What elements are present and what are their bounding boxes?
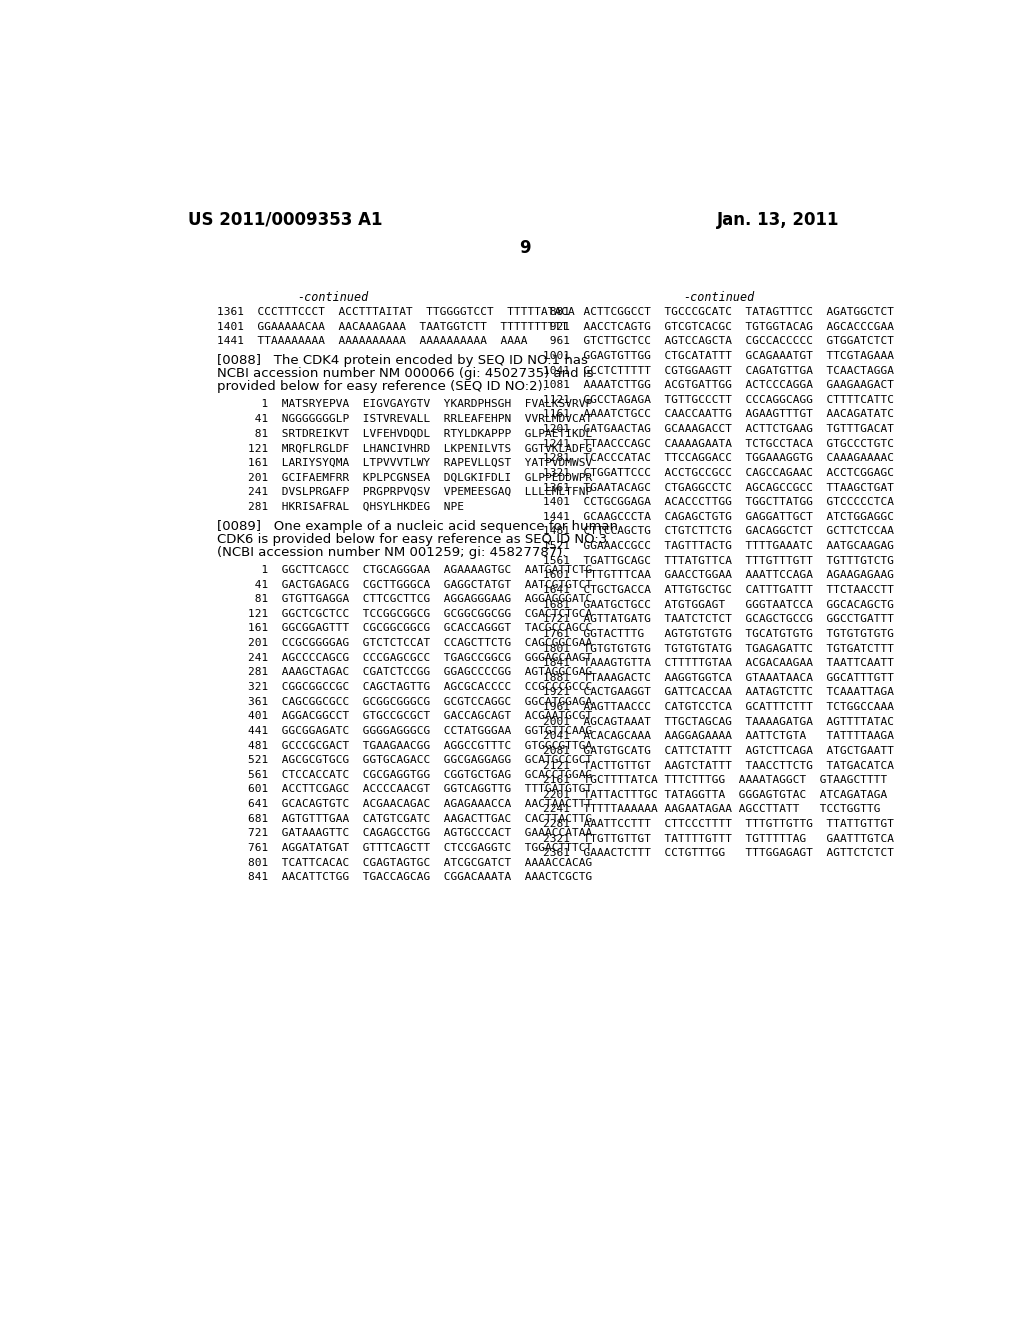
Text: 1681  GAATGCTGCC  ATGTGGAGT   GGGTAATCCA  GGCACAGCTG: 1681 GAATGCTGCC ATGTGGAGT GGGTAATCCA GGC… bbox=[543, 599, 894, 610]
Text: 1441  TTAAAAAAAA  AAAAAAAAAA  AAAAAAAAAA  AAAA: 1441 TTAAAAAAAA AAAAAAAAAA AAAAAAAAAA AA… bbox=[217, 337, 527, 346]
Text: 1121  GGCCTAGAGA  TGTTGCCCTT  CCCAGGCAGG  CTTTTCATTC: 1121 GGCCTAGAGA TGTTGCCCTT CCCAGGCAGG CT… bbox=[543, 395, 894, 405]
Text: 1201  GATGAACTAG  GCAAAGACCT  ACTTCTGAAG  TGTTTGACAT: 1201 GATGAACTAG GCAAAGACCT ACTTCTGAAG TG… bbox=[543, 424, 894, 434]
Text: 1481  CTTCCAGCTG  CTGTCTTCTG  GACAGGCTCT  GCTTCTCCAA: 1481 CTTCCAGCTG CTGTCTTCTG GACAGGCTCT GC… bbox=[543, 527, 894, 536]
Text: CDK6 is provided below for easy reference as SEQ ID NO:3: CDK6 is provided below for easy referenc… bbox=[217, 533, 607, 545]
Text: 641  GCACAGTGTC  ACGAACAGAC  AGAGAAACCA  AACTAACTTT: 641 GCACAGTGTC ACGAACAGAC AGAGAAACCA AAC… bbox=[248, 799, 592, 809]
Text: -continued: -continued bbox=[683, 290, 754, 304]
Text: 801  TCATTCACAC  CGAGTAGTGC  ATCGCGATCT  AAAACCACAG: 801 TCATTCACAC CGAGTAGTGC ATCGCGATCT AAA… bbox=[248, 858, 592, 867]
Text: 2241  TTTTTAAAAAA AAGAATAGAA AGCCTTATT   TCCTGGTTG: 2241 TTTTTAAAAAA AAGAATAGAA AGCCTTATT TC… bbox=[543, 804, 880, 814]
Text: 1721  AGTTATGATG  TAATCTCTCT  GCAGCTGCCG  GGCCTGATTT: 1721 AGTTATGATG TAATCTCTCT GCAGCTGCCG GG… bbox=[543, 614, 894, 624]
Text: 681  AGTGTTTGAA  CATGTCGATC  AAGACTTGAC  CACTTACTTG: 681 AGTGTTTGAA CATGTCGATC AAGACTTGAC CAC… bbox=[248, 813, 592, 824]
Text: 1241  TTAACCCAGC  CAAAAGAATA  TCTGCCTACA  GTGCCCTGTC: 1241 TTAACCCAGC CAAAAGAATA TCTGCCTACA GT… bbox=[543, 438, 894, 449]
Text: 81  GTGTTGAGGA  CTTCGCTTCG  AGGAGGGAAG  AGGAGGGATC: 81 GTGTTGAGGA CTTCGCTTCG AGGAGGGAAG AGGA… bbox=[248, 594, 592, 605]
Text: 1001  GGAGTGTTGG  CTGCATATTT  GCAGAAATGT  TTCGTAGAAA: 1001 GGAGTGTTGG CTGCATATTT GCAGAAATGT TT… bbox=[543, 351, 894, 360]
Text: 1  MATSRYEPVA  EIGVGAYGTV  YKARDPHSGH  FVALKSVRVP: 1 MATSRYEPVA EIGVGAYGTV YKARDPHSGH FVALK… bbox=[248, 400, 592, 409]
Text: 81  SRTDREIKVT  LVFEHVDQDL  RTYLDKAPPP  GLPAETIKDL: 81 SRTDREIKVT LVFEHVDQDL RTYLDKAPPP GLPA… bbox=[248, 429, 592, 438]
Text: 1401  GGAAAAACAA  AACAAAGAAA  TAATGGTCTT  TTTTTTTTTT: 1401 GGAAAAACAA AACAAAGAAA TAATGGTCTT TT… bbox=[217, 322, 568, 331]
Text: 1441  GCAAGCCCTA  CAGAGCTGTG  GAGGATTGCT  ATCTGGAGGC: 1441 GCAAGCCCTA CAGAGCTGTG GAGGATTGCT AT… bbox=[543, 512, 894, 521]
Text: (NCBI accession number NM 001259; gi: 45827787).: (NCBI accession number NM 001259; gi: 45… bbox=[217, 545, 566, 558]
Text: 281  AAAGCTAGAC  CGATCTCCGG  GGAGCCCCGG  AGTAGGCGAG: 281 AAAGCTAGAC CGATCTCCGG GGAGCCCCGG AGT… bbox=[248, 668, 592, 677]
Text: Jan. 13, 2011: Jan. 13, 2011 bbox=[717, 211, 840, 228]
Text: 561  CTCCACCATC  CGCGAGGTGG  CGGTGCTGAG  GCACCTGGAG: 561 CTCCACCATC CGCGAGGTGG CGGTGCTGAG GCA… bbox=[248, 770, 592, 780]
Text: 1521  GGAAACCGCC  TAGTTTACTG  TTTTGAAATC  AATGCAAGAG: 1521 GGAAACCGCC TAGTTTACTG TTTTGAAATC AA… bbox=[543, 541, 894, 550]
Text: 281  HKRISAFRAL  QHSYLHKDEG  NPE: 281 HKRISAFRAL QHSYLHKDEG NPE bbox=[248, 502, 464, 512]
Text: 2081  GATGTGCATG  CATTCTATTT  AGTCTTCAGA  ATGCTGAATT: 2081 GATGTGCATG CATTCTATTT AGTCTTCAGA AT… bbox=[543, 746, 894, 756]
Text: NCBI accession number NM 000066 (gi: 4502735) and is: NCBI accession number NM 000066 (gi: 450… bbox=[217, 367, 594, 380]
Text: 41  NGGGGGGGLP  ISTVREVALL  RRLEAFEHPN  VVRLMDVCAT: 41 NGGGGGGGLP ISTVREVALL RRLEAFEHPN VVRL… bbox=[248, 414, 592, 424]
Text: 961  GTCTTGCTCC  AGTCCAGCTA  CGCCACCCCC  GTGGATCTCT: 961 GTCTTGCTCC AGTCCAGCTA CGCCACCCCC GTG… bbox=[543, 337, 894, 346]
Text: provided below for easy reference (SEQ ID NO:2).: provided below for easy reference (SEQ I… bbox=[217, 380, 547, 393]
Text: 9: 9 bbox=[519, 239, 530, 257]
Text: 761  AGGATATGAT  GTTTCAGCTT  CTCCGAGGTC  TGGACTTTCT: 761 AGGATATGAT GTTTCAGCTT CTCCGAGGTC TGG… bbox=[248, 843, 592, 853]
Text: 201  GCIFAEMFRR  KPLPCGNSEA  DQLGKIFDLI  GLPPEDDWPR: 201 GCIFAEMFRR KPLPCGNSEA DQLGKIFDLI GLP… bbox=[248, 473, 592, 483]
Text: 881  ACTTCGGCCT  TGCCCGCATC  TATAGTTTCC  AGATGGCTCT: 881 ACTTCGGCCT TGCCCGCATC TATAGTTTCC AGA… bbox=[543, 308, 894, 317]
Text: 1641  CTGCTGACCA  ATTGTGCTGC  CATTTGATTT  TTCTAACCTT: 1641 CTGCTGACCA ATTGTGCTGC CATTTGATTT TT… bbox=[543, 585, 894, 595]
Text: 1361  CCCTTTCCCT  ACCTTTAITAT  TTGGGGTCCT  TTTTTATACA: 1361 CCCTTTCCCT ACCTTTAITAT TTGGGGTCCT T… bbox=[217, 308, 574, 317]
Text: 401  AGGACGGCCT  GTGCCGCGCT  GACCAGCAGT  ACGAATGCGT: 401 AGGACGGCCT GTGCCGCGCT GACCAGCAGT ACG… bbox=[248, 711, 592, 721]
Text: 721  GATAAAGTTC  CAGAGCCTGG  AGTGCCCACT  GAAACCATAA: 721 GATAAAGTTC CAGAGCCTGG AGTGCCCACT GAA… bbox=[248, 829, 592, 838]
Text: -continued: -continued bbox=[298, 290, 369, 304]
Text: 441  GGCGGAGATC  GGGGAGGGCG  CCTATGGGAA  GGTGTTCAAG: 441 GGCGGAGATC GGGGAGGGCG CCTATGGGAA GGT… bbox=[248, 726, 592, 735]
Text: 2361  GAAACTCTTT  CCTGTTTGG   TTTGGAGAGT  AGTTCTCTCT: 2361 GAAACTCTTT CCTGTTTGG TTTGGAGAGT AGT… bbox=[543, 849, 894, 858]
Text: 601  ACCTTCGAGC  ACCCCAACGT  GGTCAGGTTG  TTTGATGTGT: 601 ACCTTCGAGC ACCCCAACGT GGTCAGGTTG TTT… bbox=[248, 784, 592, 795]
Text: 121  GGCTCGCTCC  TCCGGCGGCG  GCGGCGGCGG  CGACTCTGCA: 121 GGCTCGCTCC TCCGGCGGCG GCGGCGGCGG CGA… bbox=[248, 609, 592, 619]
Text: 121  MRQFLRGLDF  LHANCIVHRD  LKPENILVTS  GGTVKLADFG: 121 MRQFLRGLDF LHANCIVHRD LKPENILVTS GGT… bbox=[248, 444, 592, 453]
Text: [0089]   One example of a nucleic acid sequence for human: [0089] One example of a nucleic acid seq… bbox=[217, 520, 618, 532]
Text: 2041  ACACAGCAAA  AAGGAGAAAA  AATTCTGTA   TATTTTAAGA: 2041 ACACAGCAAA AAGGAGAAAA AATTCTGTA TAT… bbox=[543, 731, 894, 742]
Text: 1761  GGTACTTTG   AGTGTGTGTG  TGCATGTGTG  TGTGTGTGTG: 1761 GGTACTTTG AGTGTGTGTG TGCATGTGTG TGT… bbox=[543, 628, 894, 639]
Text: 841  AACATTCTGG  TGACCAGCAG  CGGACAAATA  AAACTCGCTG: 841 AACATTCTGG TGACCAGCAG CGGACAAATA AAA… bbox=[248, 873, 592, 882]
Text: 1881  TTAAAGACTC  AAGGTGGTCA  GTAAATAACA  GGCATTTGTT: 1881 TTAAAGACTC AAGGTGGTCA GTAAATAACA GG… bbox=[543, 673, 894, 682]
Text: 2001  AGCAGTAAAT  TTGCTAGCAG  TAAAAGATGA  AGTTTTATAC: 2001 AGCAGTAAAT TTGCTAGCAG TAAAAGATGA AG… bbox=[543, 717, 894, 726]
Text: 241  DVSLPRGAFP  PRGPRPVQSV  VPEMEESGAQ  LLLEMLTFNP: 241 DVSLPRGAFP PRGPRPVQSV VPEMEESGAQ LLL… bbox=[248, 487, 592, 498]
Text: 361  CAGCGGCGCC  GCGGCGGGCG  GCGTCCAGGC  GGCATGGAGA: 361 CAGCGGCGCC GCGGCGGGCG GCGTCCAGGC GGC… bbox=[248, 697, 592, 706]
Text: 1081  AAAATCTTGG  ACGTGATTGG  ACTCCCAGGA  GAAGAAGACT: 1081 AAAATCTTGG ACGTGATTGG ACTCCCAGGA GA… bbox=[543, 380, 894, 391]
Text: 1281  TCACCCATAC  TTCCAGGACC  TGGAAAGGTG  CAAAGAAAAC: 1281 TCACCCATAC TTCCAGGACC TGGAAAGGTG CA… bbox=[543, 453, 894, 463]
Text: 321  CGGCGGCCGC  CAGCTAGTTG  AGCGCACCCC  CCGCCCGCCC: 321 CGGCGGCCGC CAGCTAGTTG AGCGCACCCC CCG… bbox=[248, 682, 592, 692]
Text: 2321  TTGTTGTTGT  TATTTTGTTT  TGTTTTTAG   GAATTTGTCA: 2321 TTGTTGTTGT TATTTTGTTT TGTTTTTAG GAA… bbox=[543, 834, 894, 843]
Text: 1601  TTTGTTTCAA  GAACCTGGAA  AAATTCCAGA  AGAAGAGAAG: 1601 TTTGTTTCAA GAACCTGGAA AAATTCCAGA AG… bbox=[543, 570, 894, 581]
Text: 201  CCGCGGGGAG  GTCTCTCCAT  CCAGCTTCTG  CAGCGGCGAA: 201 CCGCGGGGAG GTCTCTCCAT CCAGCTTCTG CAG… bbox=[248, 638, 592, 648]
Text: 2121  TACTTGTTGT  AAGTCTATTT  TAACCTTCTG  TATGACATCA: 2121 TACTTGTTGT AAGTCTATTT TAACCTTCTG TA… bbox=[543, 760, 894, 771]
Text: 481  GCCCGCGACT  TGAAGAACGG  AGGCCGTTTC  GTGGCGTTGA: 481 GCCCGCGACT TGAAGAACGG AGGCCGTTTC GTG… bbox=[248, 741, 592, 751]
Text: US 2011/0009353 A1: US 2011/0009353 A1 bbox=[188, 211, 383, 228]
Text: 161  GGCGGAGTTT  CGCGGCGGCG  GCACCAGGGT  TACGCCAGCC: 161 GGCGGAGTTT CGCGGCGGCG GCACCAGGGT TAC… bbox=[248, 623, 592, 634]
Text: 521  AGCGCGTGCG  GGTGCAGACC  GGCGAGGAGG  GCATGCCGCT: 521 AGCGCGTGCG GGTGCAGACC GGCGAGGAGG GCA… bbox=[248, 755, 592, 766]
Text: 1321  CTGGATTCCC  ACCTGCCGCC  CAGCCAGAAC  ACCTCGGAGC: 1321 CTGGATTCCC ACCTGCCGCC CAGCCAGAAC AC… bbox=[543, 469, 894, 478]
Text: 1841  TAAAGTGTTA  CTTTTTGTAA  ACGACAAGAA  TAATTCAATT: 1841 TAAAGTGTTA CTTTTTGTAA ACGACAAGAA TA… bbox=[543, 659, 894, 668]
Text: 1801  TGTGTGTGTG  TGTGTGTATG  TGAGAGATTC  TGTGATCTTT: 1801 TGTGTGTGTG TGTGTGTATG TGAGAGATTC TG… bbox=[543, 644, 894, 653]
Text: 1  GGCTTCAGCC  CTGCAGGGAA  AGAAAAGTGC  AATGATTCTG: 1 GGCTTCAGCC CTGCAGGGAA AGAAAAGTGC AATGA… bbox=[248, 565, 592, 576]
Text: 161  LARIYSYQMA  LTPVVVTLWY  RAPEVLLQST  YATPVDMWSV: 161 LARIYSYQMA LTPVVVTLWY RAPEVLLQST YAT… bbox=[248, 458, 592, 467]
Text: 921  AACCTCAGTG  GTCGTCACGC  TGTGGTACAG  AGCACCCGAA: 921 AACCTCAGTG GTCGTCACGC TGTGGTACAG AGC… bbox=[543, 322, 894, 331]
Text: 1361  TGAATACAGC  CTGAGGCCTC  AGCAGCCGCC  TTAAGCTGAT: 1361 TGAATACAGC CTGAGGCCTC AGCAGCCGCC TT… bbox=[543, 483, 894, 492]
Text: 41  GACTGAGACG  CGCTTGGGCA  GAGGCTATGT  AATCGTGTCT: 41 GACTGAGACG CGCTTGGGCA GAGGCTATGT AATC… bbox=[248, 579, 592, 590]
Text: 1961  AAGTTAACCC  CATGTCCTCA  GCATTTCTTT  TCTGGCCAAA: 1961 AAGTTAACCC CATGTCCTCA GCATTTCTTT TC… bbox=[543, 702, 894, 711]
Text: 241  AGCCCCAGCG  CCCGAGCGCC  TGAGCCGGCG  GGGAGCAAGT: 241 AGCCCCAGCG CCCGAGCGCC TGAGCCGGCG GGG… bbox=[248, 653, 592, 663]
Text: 1401  CCTGCGGAGA  ACACCCTTGG  TGGCTTATGG  GTCCCCCTCA: 1401 CCTGCGGAGA ACACCCTTGG TGGCTTATGG GT… bbox=[543, 498, 894, 507]
Text: 2281  AAATTCCTTT  CTTCCCTTTT  TTTGTTGTTG  TTATTGTTGT: 2281 AAATTCCTTT CTTCCCTTTT TTTGTTGTTG TT… bbox=[543, 818, 894, 829]
Text: 1561  TGATTGCAGC  TTTATGTTCA  TTTGTTTGTT  TGTTTGTCTG: 1561 TGATTGCAGC TTTATGTTCA TTTGTTTGTT TG… bbox=[543, 556, 894, 566]
Text: 2161  TGCTTTTATCA TTTCTTTGG  AAAATAGGCT  GTAAGCTTTT: 2161 TGCTTTTATCA TTTCTTTGG AAAATAGGCT GT… bbox=[543, 775, 887, 785]
Text: [0088]   The CDK4 protein encoded by SEQ ID NO:1 has: [0088] The CDK4 protein encoded by SEQ I… bbox=[217, 354, 588, 367]
Text: 1161  AAAATCTGCC  CAACCAATTG  AGAAGTTTGT  AACAGATATC: 1161 AAAATCTGCC CAACCAATTG AGAAGTTTGT AA… bbox=[543, 409, 894, 420]
Text: 1921  CACTGAAGGT  GATTCACCAA  AATAGTCTTC  TCAAATTAGA: 1921 CACTGAAGGT GATTCACCAA AATAGTCTTC TC… bbox=[543, 688, 894, 697]
Text: 2201  TATTACTTTGC TATAGGTTA  GGGAGTGTAC  ATCAGATAGA: 2201 TATTACTTTGC TATAGGTTA GGGAGTGTAC AT… bbox=[543, 789, 887, 800]
Text: 1041  GCCTCTTTTT  CGTGGAAGTT  CAGATGTTGA  TCAACTAGGA: 1041 GCCTCTTTTT CGTGGAAGTT CAGATGTTGA TC… bbox=[543, 366, 894, 375]
